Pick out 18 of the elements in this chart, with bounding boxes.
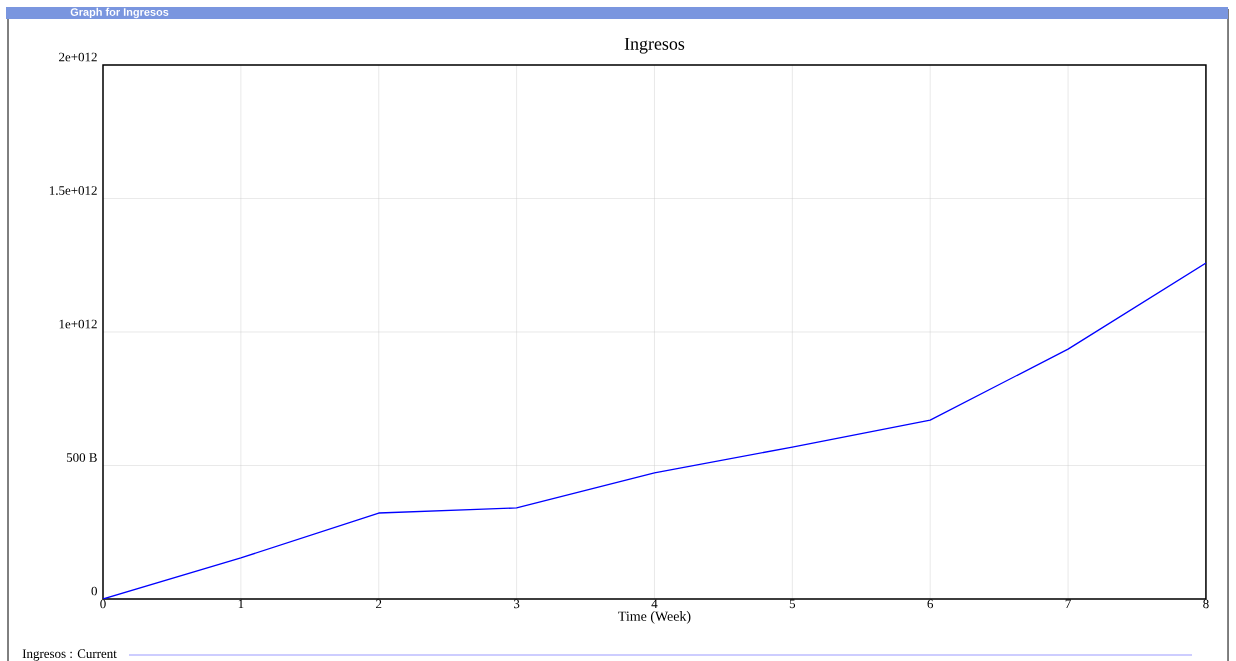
x-tick-label: 8 — [1203, 599, 1209, 609]
x-tick-label: 7 — [1065, 599, 1071, 608]
y-tick-label: 500 B — [66, 453, 97, 462]
x-axis-title: Time (Week) — [618, 611, 691, 624]
y-tick-label: 2e+012 — [59, 52, 97, 62]
x-tick-label: 6 — [927, 599, 934, 609]
x-tick-label: 2 — [376, 599, 382, 609]
text: Ingresos : Current — [22, 649, 117, 661]
y-tick-label: 1.5e+012 — [49, 186, 97, 195]
x-tick-label: 3 — [513, 599, 520, 609]
y-tick-label: 0 — [91, 586, 97, 596]
x-tick-label: 4 — [651, 599, 658, 609]
chart-title: Ingresos — [624, 37, 685, 54]
x-tick-label: 0 — [100, 599, 106, 609]
text: Graph for Ingresos — [70, 7, 169, 19]
y-tick-label: 1e+012 — [59, 319, 97, 329]
x-tick-label: 5 — [789, 599, 796, 609]
x-tick-label: 1 — [238, 599, 244, 609]
